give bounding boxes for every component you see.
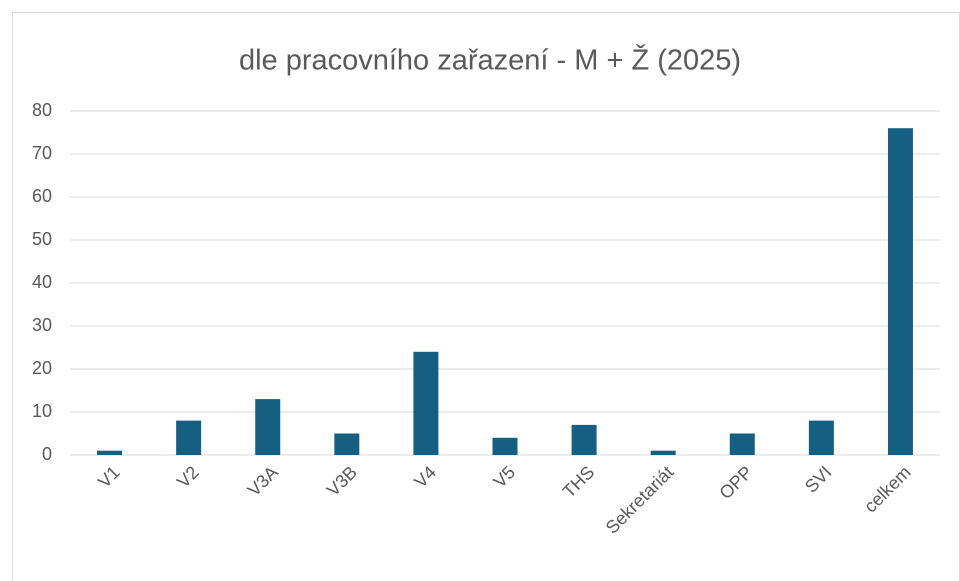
chart-title: dle pracovního zařazení - M + Ž (2025): [239, 44, 741, 77]
bar: [729, 433, 755, 455]
y-tick-label: 40: [32, 272, 52, 292]
bar: [176, 420, 202, 455]
y-tick-label: 10: [32, 401, 52, 421]
bar: [334, 433, 360, 455]
y-tick-label: 20: [32, 358, 52, 378]
chart-border: [12, 12, 960, 581]
y-tick-label: 80: [32, 100, 52, 120]
bar: [255, 399, 281, 455]
y-tick-label: 50: [32, 229, 52, 249]
bar: [650, 450, 676, 455]
bar: [492, 437, 518, 455]
y-tick-label: 60: [32, 186, 52, 206]
bar: [413, 351, 439, 455]
y-tick-label: 0: [42, 444, 52, 464]
bar: [571, 424, 597, 455]
bar: [887, 128, 913, 455]
y-tick-label: 70: [32, 143, 52, 163]
y-tick-label: 30: [32, 315, 52, 335]
bar: [808, 420, 834, 455]
bar: [97, 450, 123, 455]
